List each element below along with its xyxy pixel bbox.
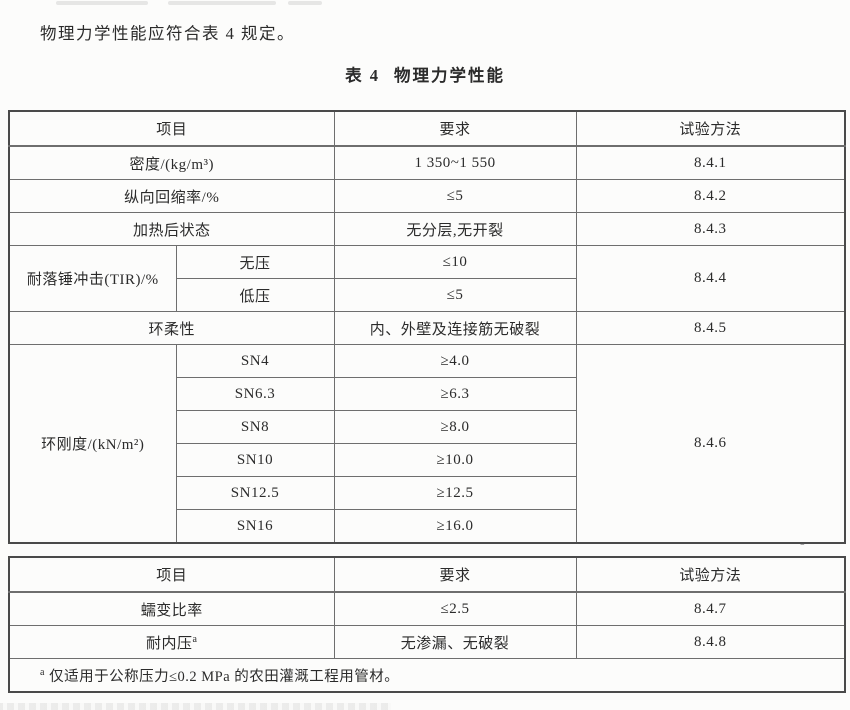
flexibility-method: 8.4.5 [575, 311, 846, 345]
impact-req2: ≤5 [333, 278, 577, 312]
stiffness-sn10-req: ≥10.0 [333, 443, 577, 477]
shrinkage-method: 8.4.2 [575, 179, 846, 213]
table2-header-row: 项目 要求 试验方法 [8, 556, 846, 593]
cutoff-text-smudge [168, 1, 276, 5]
stiffness-sn63-req: ≥6.3 [333, 377, 577, 411]
row-stiffness-sn125: SN12.5 ≥12.5 [9, 476, 845, 510]
row-internal-pressure: 耐内压a 无渗漏、无破裂 8.4.8 [8, 625, 846, 659]
stiffness-sn4-label: SN4 [175, 344, 335, 378]
heated-requirement: 无分层,无开裂 [333, 212, 577, 246]
stiffness-sn8-label: SN8 [175, 410, 335, 444]
row-impact-lowpressure: 低压 ≤5 [9, 278, 845, 312]
footnote: a 仅适用于公称压力≤0.2 MPa 的农田灌溉工程用管材。 [8, 658, 846, 693]
density-requirement: 1 350~1 550 [333, 145, 577, 180]
pressure-footnote-marker: a [192, 633, 198, 645]
row-footnote: a 仅适用于公称压力≤0.2 MPa 的农田灌溉工程用管材。 [8, 658, 846, 693]
row-shrinkage: 纵向回缩率/% ≤5 8.4.2 [8, 179, 846, 213]
table-header-row: 项目 要求 试验方法 [8, 110, 846, 147]
impact-sub2: 低压 [175, 278, 335, 312]
footnote-text: 仅适用于公称压力≤0.2 MPa 的农田灌溉工程用管材。 [44, 668, 400, 685]
impact-req1: ≤10 [333, 245, 577, 279]
header-requirement: 要求 [333, 556, 577, 593]
row-stiffness-sn63: SN6.3 ≥6.3 [9, 377, 845, 411]
row-stiffness-sn16: SN16 ≥16.0 [9, 509, 845, 544]
stiffness-method: 8.4.6 [575, 344, 846, 544]
row-stiffness-sn4: 环刚度/(kN/m²) SN4 ≥4.0 8.4.6 [8, 344, 846, 544]
stiffness-item: 环刚度/(kN/m²) [8, 344, 177, 544]
properties-table-continued: 项目 要求 试验方法 蠕变比率 ≤2.5 8.4.7 耐内压a 无渗漏、无破裂 … [8, 556, 846, 693]
table-caption-label: 表 4 [345, 66, 380, 85]
footnote-marker: a [40, 666, 45, 678]
density-method: 8.4.1 [575, 145, 846, 180]
header-item: 项目 [8, 110, 335, 147]
creep-method: 8.4.7 [575, 591, 846, 626]
properties-table-main: 项目 要求 试验方法 密度/(kg/m³) 1 350~1 550 8.4.1 … [8, 110, 847, 544]
shrinkage-requirement: ≤5 [333, 179, 577, 213]
header-requirement: 要求 [333, 110, 577, 147]
stiffness-sn125-label: SN12.5 [175, 476, 335, 510]
flexibility-item: 环柔性 [8, 311, 335, 345]
table-caption: 表 4 物理力学性能 [0, 62, 850, 86]
flexibility-requirement: 内、外壁及连接筋无破裂 [333, 311, 577, 345]
row-stiffness-sn10: SN10 ≥10.0 [9, 443, 845, 477]
cutoff-text-smudge [56, 1, 148, 5]
row-heated-state: 加热后状态 无分层,无开裂 8.4.3 [8, 212, 846, 246]
stiffness-sn63-label: SN6.3 [175, 377, 335, 411]
table-caption-text: 物理力学性能 [393, 66, 505, 85]
header-method: 试验方法 [575, 556, 846, 593]
stiffness-sn10-label: SN10 [175, 443, 335, 477]
cutoff-text-smudge [288, 1, 322, 5]
scan-grain-artifact [0, 703, 391, 710]
pressure-item: 耐内压a [8, 625, 335, 659]
creep-requirement: ≤2.5 [333, 591, 577, 626]
stray-dash-mark: - [800, 536, 805, 551]
stiffness-sn125-req: ≥12.5 [333, 476, 577, 510]
pressure-method: 8.4.8 [575, 625, 846, 659]
row-ring-flexibility: 环柔性 内、外壁及连接筋无破裂 8.4.5 [8, 311, 846, 345]
stiffness-sn8-req: ≥8.0 [333, 410, 577, 444]
density-item: 密度/(kg/m³) [8, 145, 335, 180]
header-method: 试验方法 [575, 110, 846, 147]
impact-item: 耐落锤冲击(TIR)/% [8, 245, 177, 312]
impact-method: 8.4.4 [575, 245, 846, 312]
row-creep-ratio: 蠕变比率 ≤2.5 8.4.7 [8, 591, 846, 626]
row-stiffness-sn8: SN8 ≥8.0 [9, 410, 845, 444]
shrinkage-item: 纵向回缩率/% [8, 179, 335, 213]
stiffness-sn16-label: SN16 [175, 509, 335, 544]
stiffness-sn16-req: ≥16.0 [333, 509, 577, 544]
heated-method: 8.4.3 [575, 212, 846, 246]
header-item: 项目 [8, 556, 335, 593]
row-density: 密度/(kg/m³) 1 350~1 550 8.4.1 [8, 145, 846, 180]
stiffness-sn4-req: ≥4.0 [333, 344, 577, 378]
row-impact-nopressure: 耐落锤冲击(TIR)/% 无压 ≤10 8.4.4 [8, 245, 846, 312]
heated-item: 加热后状态 [8, 212, 335, 246]
pressure-requirement: 无渗漏、无破裂 [333, 625, 577, 659]
intro-paragraph: 物理力学性能应符合表 4 规定。 [40, 24, 295, 43]
creep-item: 蠕变比率 [8, 591, 335, 626]
impact-sub1: 无压 [175, 245, 335, 279]
